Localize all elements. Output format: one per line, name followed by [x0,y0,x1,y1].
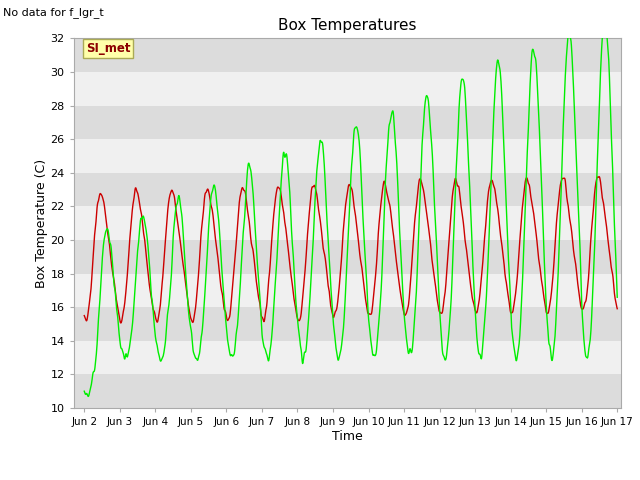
Bar [74,307,621,341]
Bar [74,173,621,206]
Legend: CR1000 Panel T, Tower Air T: CR1000 Panel T, Tower Air T [217,477,477,480]
X-axis label: Time: Time [332,430,363,443]
Bar [74,374,621,408]
Bar [74,38,621,72]
Bar [74,341,621,374]
Bar [74,240,621,274]
Bar [74,139,621,173]
Text: No data for f_lgr_t: No data for f_lgr_t [3,7,104,18]
Bar [74,274,621,307]
Bar [74,206,621,240]
Y-axis label: Box Temperature (C): Box Temperature (C) [35,158,47,288]
Title: Box Temperatures: Box Temperatures [278,18,417,33]
Bar [74,72,621,106]
Bar [74,106,621,139]
Text: SI_met: SI_met [86,42,131,55]
